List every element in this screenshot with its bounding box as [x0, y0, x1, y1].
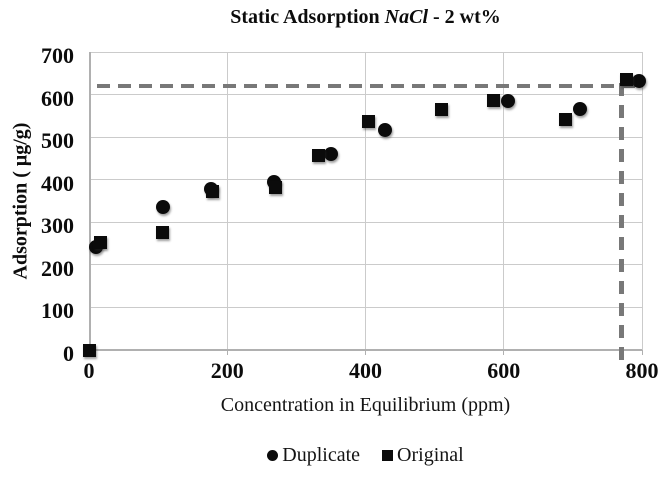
data-point-duplicate	[377, 122, 392, 137]
legend-item-duplicate: Duplicate	[267, 444, 360, 467]
legend-label: Duplicate	[282, 444, 361, 466]
data-point-duplicate	[631, 73, 646, 88]
data-point-original	[156, 225, 170, 239]
x-tick-label: 400	[349, 358, 382, 383]
x-axis-tick	[503, 350, 505, 355]
y-tick-label: 400	[41, 170, 74, 196]
data-point-original	[205, 185, 219, 199]
chart-title-prefix: Static Adsorption	[230, 6, 385, 28]
x-tick-label: 600	[487, 358, 521, 383]
y-tick-label: 200	[41, 255, 74, 281]
x-tick-label: 200	[210, 358, 244, 383]
gridline-vertical	[226, 52, 228, 350]
legend-label: Original	[397, 444, 464, 466]
x-tick-labels: 0 200 400 600 800	[84, 358, 659, 384]
x-axis-tick	[365, 350, 366, 355]
x-axis-tick	[641, 350, 643, 355]
data-point-original	[93, 236, 107, 250]
data-point-original	[311, 148, 325, 162]
gridline-vertical	[365, 52, 366, 350]
y-tick-label: 500	[41, 128, 74, 154]
legend-item-original: Original	[382, 444, 464, 467]
plot-area	[82, 51, 646, 362]
chart-title-suffix: - 2 wt%	[428, 6, 501, 28]
data-point-original	[559, 113, 573, 127]
data-point-original	[269, 180, 283, 194]
y-tick-labels: 0 100 200 300 400 500 600 700	[0, 45, 74, 365]
chart-title-compound: NaCl	[384, 6, 429, 28]
x-tick-label: 0	[83, 358, 95, 383]
legend: Duplicate Original	[89, 444, 642, 467]
ref-line-horizontal	[89, 84, 642, 89]
x-tick-label: 800	[625, 358, 659, 383]
data-point-original	[362, 114, 376, 128]
data-point-duplicate	[155, 200, 170, 215]
y-tick-label: 300	[41, 213, 74, 239]
x-axis-line	[89, 349, 642, 351]
data-point-original	[486, 93, 500, 107]
data-point-duplicate	[500, 93, 515, 108]
gridline-vertical	[641, 52, 643, 350]
y-tick-label: 700	[41, 43, 74, 68]
x-axis-tick	[226, 350, 228, 355]
chart-title: Static Adsorption NaCl - 2 wt%	[89, 6, 642, 29]
circle-marker-icon	[267, 450, 279, 461]
data-point-duplicate	[573, 102, 588, 117]
y-tick-label: 0	[63, 341, 74, 366]
x-axis-title: Concentration in Equilibrium (ppm)	[220, 394, 511, 416]
data-point-original	[435, 103, 449, 117]
y-tick-label: 600	[41, 85, 74, 111]
gridline-vertical	[503, 52, 505, 350]
data-point-original	[82, 343, 96, 357]
data-point-duplicate	[323, 147, 338, 162]
y-tick-label: 100	[41, 298, 74, 324]
y-axis-line	[89, 52, 91, 350]
data-point-original	[620, 72, 634, 86]
ref-line-vertical	[619, 83, 624, 362]
square-marker-icon	[382, 450, 394, 461]
